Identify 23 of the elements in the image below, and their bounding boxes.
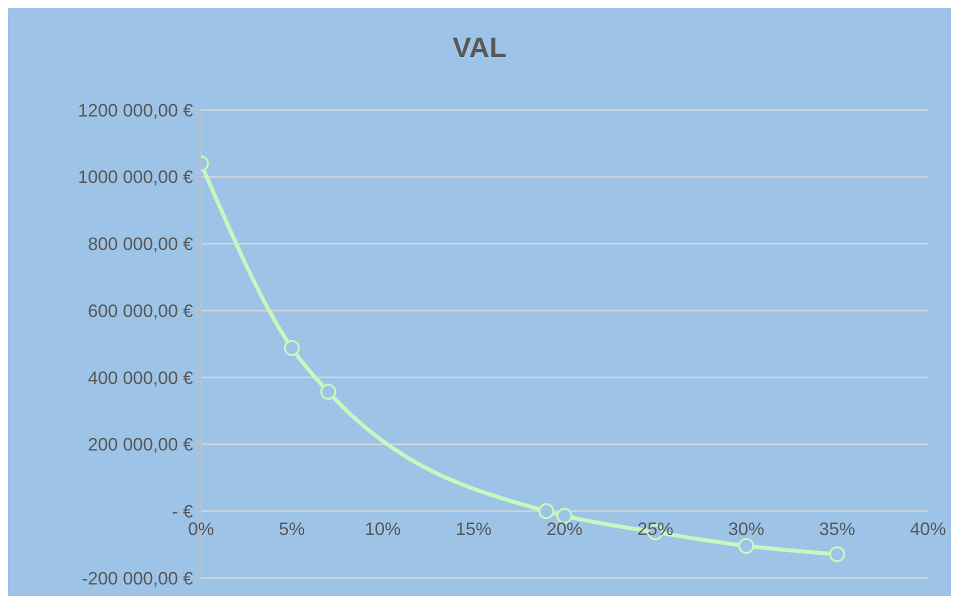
x-tick-label: 25% — [637, 519, 674, 540]
point — [538, 503, 554, 520]
chart-title: VAL — [452, 32, 508, 64]
x-tick-label: 0% — [188, 519, 214, 540]
x-tick-label: 5% — [278, 519, 305, 540]
x-tick-label: 30% — [728, 519, 764, 540]
x-tick-label: 35% — [819, 519, 856, 540]
x-tick-label: 40% — [910, 519, 946, 540]
x-tick-label: 10% — [364, 519, 401, 540]
point — [320, 384, 336, 400]
y-tick-label: 600 000,00 € — [88, 300, 193, 321]
y-tick-label: -200 000,00 € — [82, 568, 193, 588]
x-tick-label: 20% — [546, 519, 583, 540]
y-tick-label: 800 000,00 € — [88, 234, 193, 254]
x-tick-label: 15% — [456, 519, 492, 540]
y-tick-label: 1200 000,00 € — [78, 100, 193, 120]
point — [738, 538, 754, 554]
point — [284, 340, 300, 356]
y-tick-label: 1000 000,00 € — [78, 167, 193, 188]
y-tick-label: 200 000,00 € — [88, 434, 193, 455]
point — [829, 546, 846, 562]
y-tick-label: - € — [172, 502, 193, 522]
y-tick-label: 400 000,00 € — [88, 368, 193, 388]
